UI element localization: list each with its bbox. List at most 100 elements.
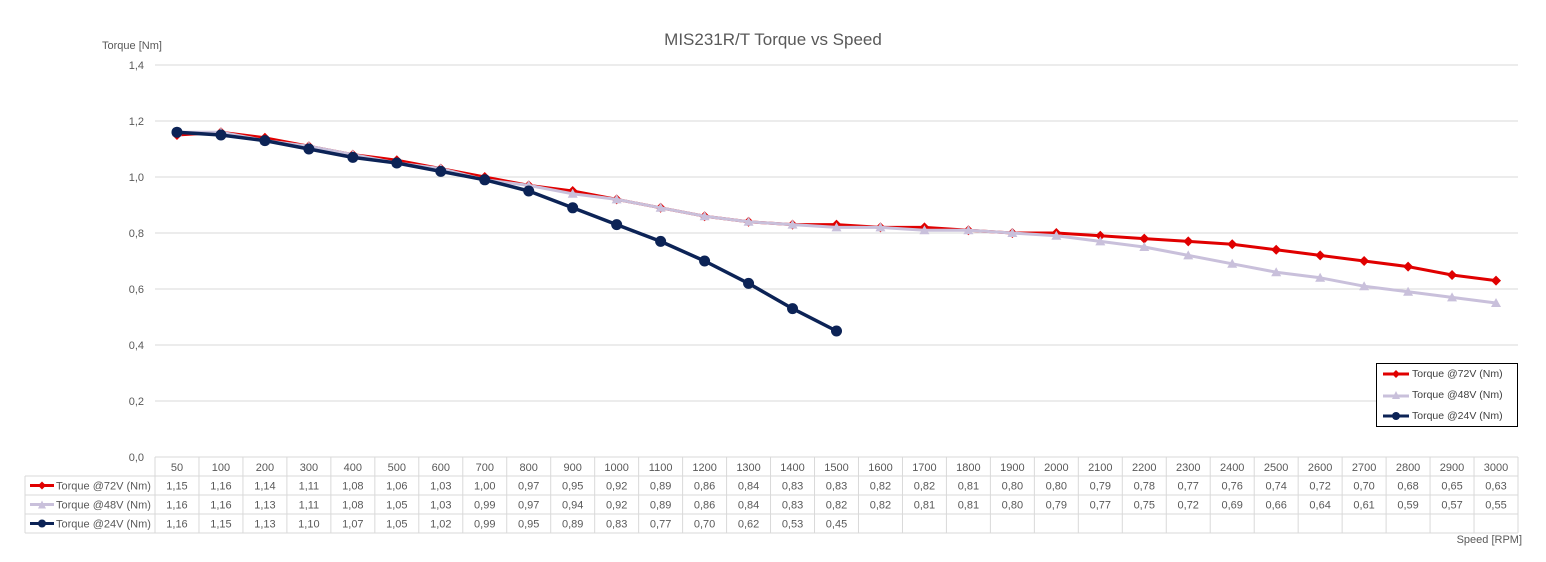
series-line-2 xyxy=(176,130,838,333)
x-tick-label: 800 xyxy=(520,462,538,474)
table-cell: 0,83 xyxy=(826,481,847,493)
table-cell: 0,69 xyxy=(1221,500,1242,512)
y-tick-label: 0,6 xyxy=(129,284,144,296)
table-cell: 0,76 xyxy=(1221,481,1242,493)
table-cell: 0,70 xyxy=(694,519,715,531)
y-tick-label: 1,4 xyxy=(129,60,144,72)
data-point xyxy=(875,222,886,232)
data-point xyxy=(259,135,271,147)
table-cell: 0,86 xyxy=(694,500,715,512)
data-point xyxy=(171,126,183,138)
x-tick-label: 1400 xyxy=(780,462,804,474)
table-cell: 0,53 xyxy=(782,519,803,531)
table-cell: 0,72 xyxy=(1309,481,1330,493)
legend-item-48v: Torque @48V (Nm) xyxy=(1383,386,1503,404)
table-cell: 1,05 xyxy=(386,519,407,531)
table-cell: 0,62 xyxy=(738,519,759,531)
x-tick-label: 1700 xyxy=(912,462,936,474)
table-cell: 0,81 xyxy=(958,500,979,512)
data-point xyxy=(1315,250,1326,261)
legend-label: Torque @24V (Nm) xyxy=(1412,410,1503,422)
table-row-label: Torque @24V (Nm) xyxy=(56,519,151,531)
x-tick-label: 2900 xyxy=(1440,462,1464,474)
x-tick-label: 500 xyxy=(388,462,406,474)
x-tick-label: 900 xyxy=(564,462,582,474)
x-axis-label: Speed [RPM] xyxy=(1456,534,1522,546)
table-cell: 1,05 xyxy=(386,500,407,512)
table-cell: 0,72 xyxy=(1178,500,1199,512)
table-cell: 0,57 xyxy=(1441,500,1462,512)
table-cell: 0,68 xyxy=(1397,481,1418,493)
x-tick-label: 1200 xyxy=(692,462,716,474)
series-line-0 xyxy=(176,130,1497,283)
table-cell: 0,65 xyxy=(1441,481,1462,493)
data-point xyxy=(1271,267,1282,277)
table-cell: 0,97 xyxy=(518,481,539,493)
data-point xyxy=(655,202,666,212)
table-cell: 0,80 xyxy=(1002,481,1023,493)
table-cell: 0,95 xyxy=(562,481,583,493)
data-point xyxy=(303,143,315,155)
data-point xyxy=(523,185,535,197)
data-point xyxy=(1227,239,1238,250)
data-point xyxy=(963,225,974,235)
table-cell: 0,64 xyxy=(1309,500,1330,512)
y-tick-label: 0,4 xyxy=(129,340,144,352)
table-cell: 1,02 xyxy=(430,519,451,531)
table-cell: 1,14 xyxy=(254,481,275,493)
data-point xyxy=(831,222,842,232)
table-cell: 0,55 xyxy=(1485,500,1506,512)
table-cell: 0,59 xyxy=(1397,500,1418,512)
table-cell: 1,16 xyxy=(166,519,187,531)
table-cell: 1,15 xyxy=(210,519,231,531)
data-point xyxy=(699,255,711,267)
data-point xyxy=(391,157,403,169)
data-point xyxy=(1139,233,1150,244)
x-tick-label: 1100 xyxy=(649,462,673,474)
table-cell: 0,80 xyxy=(1046,481,1067,493)
circle-marker-icon xyxy=(1383,412,1409,420)
table-cell: 1,06 xyxy=(386,481,407,493)
table-cell: 0,75 xyxy=(1134,500,1155,512)
data-point xyxy=(1359,256,1370,266)
data-point xyxy=(1315,272,1326,282)
table-cell: 0,86 xyxy=(694,481,715,493)
x-tick-label: 600 xyxy=(432,462,450,474)
table-cell: 0,89 xyxy=(650,500,671,512)
data-point xyxy=(1183,250,1194,260)
table-cell: 1,13 xyxy=(254,500,275,512)
y-tick-label: 0,8 xyxy=(129,228,144,240)
x-tick-label: 2100 xyxy=(1088,462,1112,474)
table-cell: 0,78 xyxy=(1134,481,1155,493)
table-cell: 0,80 xyxy=(1002,500,1023,512)
data-point xyxy=(787,303,799,315)
table-cell: 1,07 xyxy=(342,519,363,531)
table-cell: 1,15 xyxy=(166,481,187,493)
table-cell: 0,70 xyxy=(1353,481,1374,493)
data-point xyxy=(1095,230,1106,241)
data-point xyxy=(215,129,227,141)
diamond-marker-icon xyxy=(1383,370,1409,378)
data-point xyxy=(831,325,842,337)
data-point xyxy=(1183,236,1194,247)
x-tick-label: 3000 xyxy=(1484,462,1508,474)
x-tick-label: 1300 xyxy=(736,462,760,474)
table-cell: 0,83 xyxy=(606,519,627,531)
table-cell: 0,79 xyxy=(1046,500,1067,512)
x-tick-label: 100 xyxy=(212,462,230,474)
triangle-marker-icon xyxy=(1383,391,1409,399)
table-cell: 1,10 xyxy=(298,519,319,531)
table-cell: 1,16 xyxy=(210,481,231,493)
table-cell: 0,89 xyxy=(650,481,671,493)
table-cell: 0,61 xyxy=(1353,500,1374,512)
x-tick-label: 200 xyxy=(256,462,274,474)
y-tick-label: 0,0 xyxy=(129,452,144,464)
data-point xyxy=(567,188,578,198)
table-cell: 0,81 xyxy=(914,500,935,512)
data-point xyxy=(567,202,579,214)
x-tick-label: 2800 xyxy=(1396,462,1420,474)
data-point xyxy=(787,219,798,229)
table-cell: 0,92 xyxy=(606,481,627,493)
data-point xyxy=(1139,242,1150,251)
